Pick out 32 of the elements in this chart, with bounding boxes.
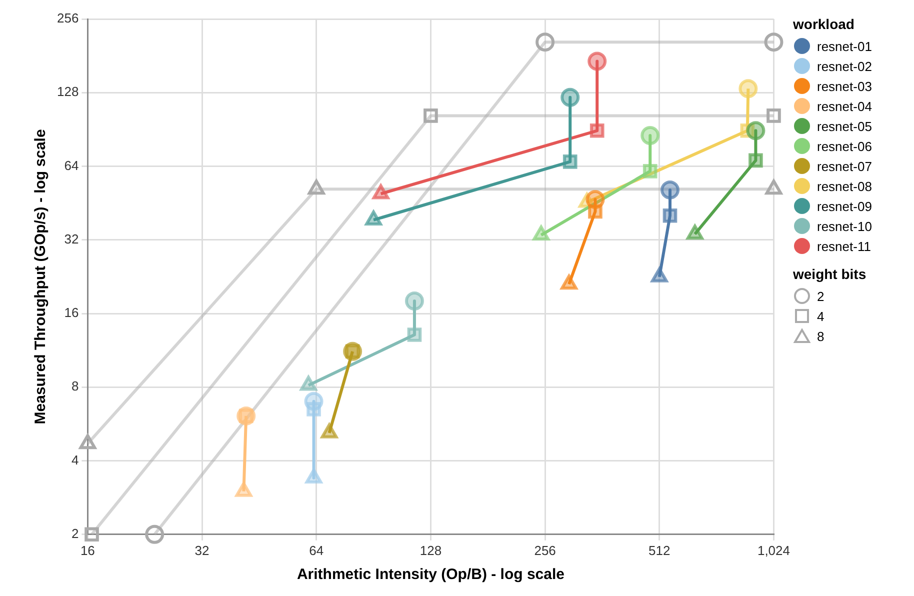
y-axis-title: Measured Throughput (GOp/s) - log scale bbox=[32, 129, 50, 424]
legend-label: resnet-05 bbox=[817, 118, 872, 134]
x-tick-label: 1,024 bbox=[757, 542, 790, 558]
legend-label: resnet-11 bbox=[817, 238, 871, 254]
y-tick-label: 32 bbox=[64, 231, 79, 246]
x-tick-label: 32 bbox=[194, 542, 210, 558]
text: weight bits bbox=[793, 266, 866, 282]
legend-label: resnet-01 bbox=[817, 38, 872, 54]
legend-label: resnet-08 bbox=[817, 178, 872, 194]
legend-label: resnet-07 bbox=[817, 158, 872, 174]
y-tick-label: 64 bbox=[64, 158, 79, 173]
x-tick-label: 256 bbox=[534, 542, 556, 558]
legend-label: resnet-10 bbox=[817, 218, 872, 234]
y-tick-label: 16 bbox=[64, 305, 79, 320]
legend-label: resnet-03 bbox=[817, 78, 872, 94]
y-tick-label: 128 bbox=[56, 84, 79, 100]
x-tick-label: 64 bbox=[309, 542, 324, 558]
x-tick-label: 512 bbox=[648, 542, 670, 558]
text: workload bbox=[793, 16, 854, 32]
legend-label: resnet-04 bbox=[817, 98, 872, 114]
legend-label: 2 bbox=[817, 288, 824, 304]
legend-label: resnet-09 bbox=[817, 198, 872, 214]
y-tick-label: 2 bbox=[71, 526, 79, 541]
legend-label: 4 bbox=[817, 308, 824, 324]
y-tick-label: 4 bbox=[71, 452, 79, 468]
legend-label: 8 bbox=[817, 328, 824, 344]
y-tick-label: 8 bbox=[71, 378, 79, 394]
y-tick-label: 256 bbox=[56, 10, 79, 26]
x-axis-title: Arithmetic Intensity (Op/B) - log scale bbox=[296, 566, 564, 584]
legend-label: resnet-02 bbox=[817, 58, 872, 74]
legend-label: resnet-06 bbox=[817, 138, 872, 154]
x-tick-label: 128 bbox=[420, 542, 442, 558]
